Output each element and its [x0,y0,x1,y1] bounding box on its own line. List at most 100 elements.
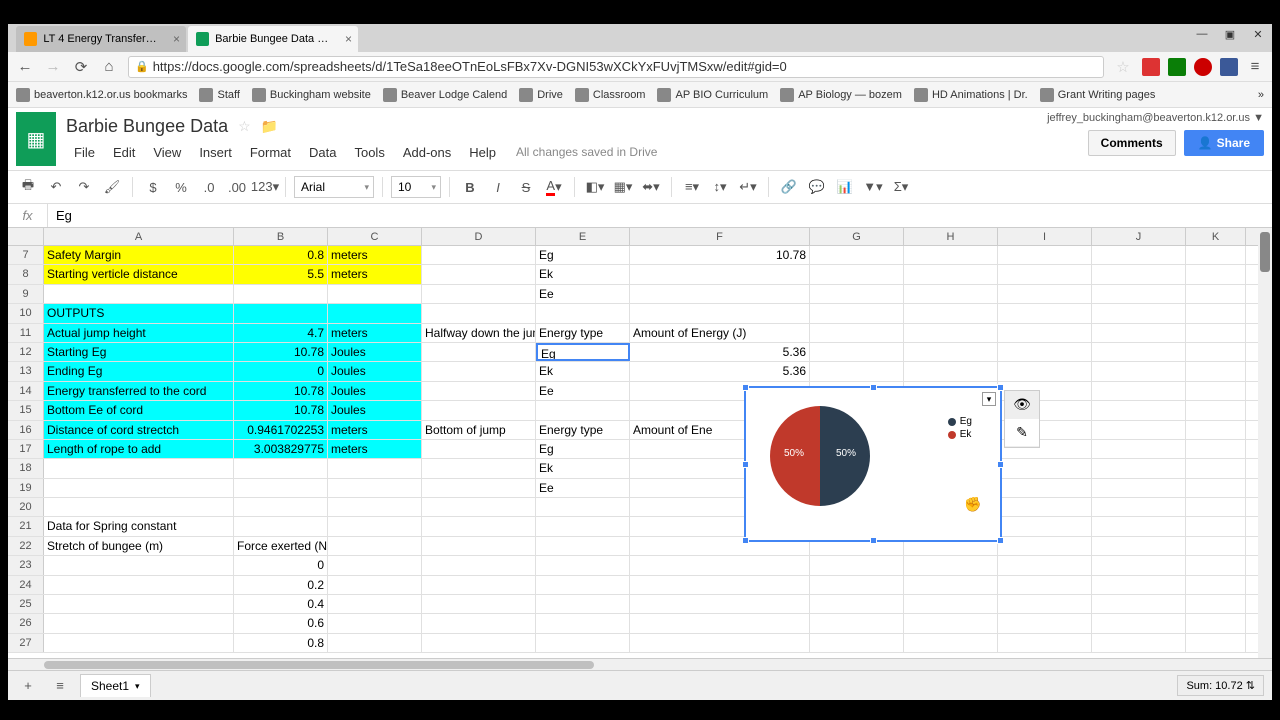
cell[interactable] [328,556,422,574]
cell[interactable] [998,304,1092,322]
cell[interactable] [1186,401,1246,419]
merge-icon[interactable]: ⬌▾ [639,175,663,199]
more-formats-icon[interactable]: 123▾ [253,175,277,199]
cell[interactable]: 5.36 [630,343,810,361]
chart-edit-icon[interactable]: ✎ [1005,419,1039,447]
cell[interactable] [998,517,1092,535]
cell[interactable]: Ek [536,362,630,380]
cell[interactable] [422,304,536,322]
cell[interactable] [328,459,422,477]
cell[interactable] [1092,246,1186,264]
cell[interactable]: Eg [536,440,630,458]
print-icon[interactable]: 🖶 [16,175,40,199]
cell[interactable] [422,440,536,458]
cell[interactable] [904,324,998,342]
cell[interactable] [1186,362,1246,380]
cell[interactable] [904,556,998,574]
row-header[interactable]: 25 [8,595,44,613]
cell[interactable] [1092,576,1186,594]
col-header-G[interactable]: G [810,228,904,245]
cell[interactable] [1092,362,1186,380]
cell[interactable] [234,479,328,497]
cell[interactable] [904,304,998,322]
cell[interactable] [904,595,998,613]
cell[interactable]: OUTPUTS [44,304,234,322]
cell[interactable] [1186,285,1246,303]
cell[interactable] [1092,343,1186,361]
col-header-E[interactable]: E [536,228,630,245]
cell[interactable]: 3.003829775 [234,440,328,458]
filter-icon[interactable]: ▼▾ [861,175,885,199]
all-sheets-button[interactable]: ≡ [48,674,72,698]
cell[interactable]: Energy transferred to the cord [44,382,234,400]
cell[interactable] [810,265,904,283]
cell[interactable] [998,614,1092,632]
share-button[interactable]: 👤Share [1184,130,1264,156]
row-header[interactable]: 11 [8,324,44,342]
cell[interactable]: Energy type [536,421,630,439]
cell[interactable]: Ending Eg [44,362,234,380]
menu-data[interactable]: Data [301,143,344,162]
cell[interactable] [1092,440,1186,458]
col-header-K[interactable]: K [1186,228,1246,245]
cell[interactable] [328,498,422,516]
cell[interactable] [536,498,630,516]
cell[interactable] [630,556,810,574]
cell[interactable] [904,343,998,361]
cell[interactable] [998,537,1092,555]
dec-decrease-icon[interactable]: .0 [197,175,221,199]
cell[interactable] [1186,517,1246,535]
cell[interactable] [234,498,328,516]
cell[interactable] [1092,498,1186,516]
home-button[interactable]: ⌂ [100,58,118,76]
window-minimize[interactable]: — [1188,24,1216,44]
bold-icon[interactable]: B [458,175,482,199]
cell[interactable]: Joules [328,362,422,380]
paint-format-icon[interactable]: 🖌 [100,175,124,199]
row-header[interactable]: 10 [8,304,44,322]
link-icon[interactable]: 🔗 [777,175,801,199]
cell[interactable] [904,246,998,264]
cell[interactable]: meters [328,324,422,342]
cell[interactable]: meters [328,440,422,458]
cell[interactable] [536,517,630,535]
redo-icon[interactable]: ↷ [72,175,96,199]
spreadsheet-grid[interactable]: ABCDEFGHIJK 7Safety Margin0.8metersEg10.… [8,228,1272,658]
cell[interactable] [810,324,904,342]
functions-icon[interactable]: Σ▾ [889,175,913,199]
cell[interactable] [422,517,536,535]
cell[interactable] [904,265,998,283]
col-header-B[interactable]: B [234,228,328,245]
cell[interactable]: 0.8 [234,634,328,652]
wrap-icon[interactable]: ↵▾ [736,175,760,199]
row-header[interactable]: 14 [8,382,44,400]
cell[interactable] [998,265,1092,283]
doc-title[interactable]: Barbie Bungee Data [66,116,228,137]
cell[interactable] [1186,634,1246,652]
reload-button[interactable]: ⟳ [72,58,90,76]
horizontal-scrollbar[interactable] [8,658,1272,670]
cell[interactable]: 0.6 [234,614,328,632]
cell[interactable] [328,614,422,632]
cell[interactable] [328,517,422,535]
cell[interactable]: Ek [536,265,630,283]
bookmark-item[interactable]: Classroom [575,88,646,102]
cell[interactable]: 4.7 [234,324,328,342]
textcolor-icon[interactable]: A▾ [542,175,566,199]
forward-button[interactable]: → [44,58,62,76]
ext-icon-2[interactable] [1168,58,1186,76]
menu-insert[interactable]: Insert [191,143,240,162]
cell[interactable] [536,304,630,322]
cell[interactable] [998,498,1092,516]
cell[interactable] [998,479,1092,497]
row-header[interactable]: 19 [8,479,44,497]
cell[interactable] [1092,634,1186,652]
cell[interactable] [1186,556,1246,574]
cell[interactable] [1092,595,1186,613]
cell[interactable]: Data for Spring constant [44,517,234,535]
cell[interactable] [1092,421,1186,439]
cell[interactable] [810,304,904,322]
bookmark-item[interactable]: Buckingham website [252,88,371,102]
bookmark-item[interactable]: Grant Writing pages [1040,88,1156,102]
menu-tools[interactable]: Tools [346,143,392,162]
